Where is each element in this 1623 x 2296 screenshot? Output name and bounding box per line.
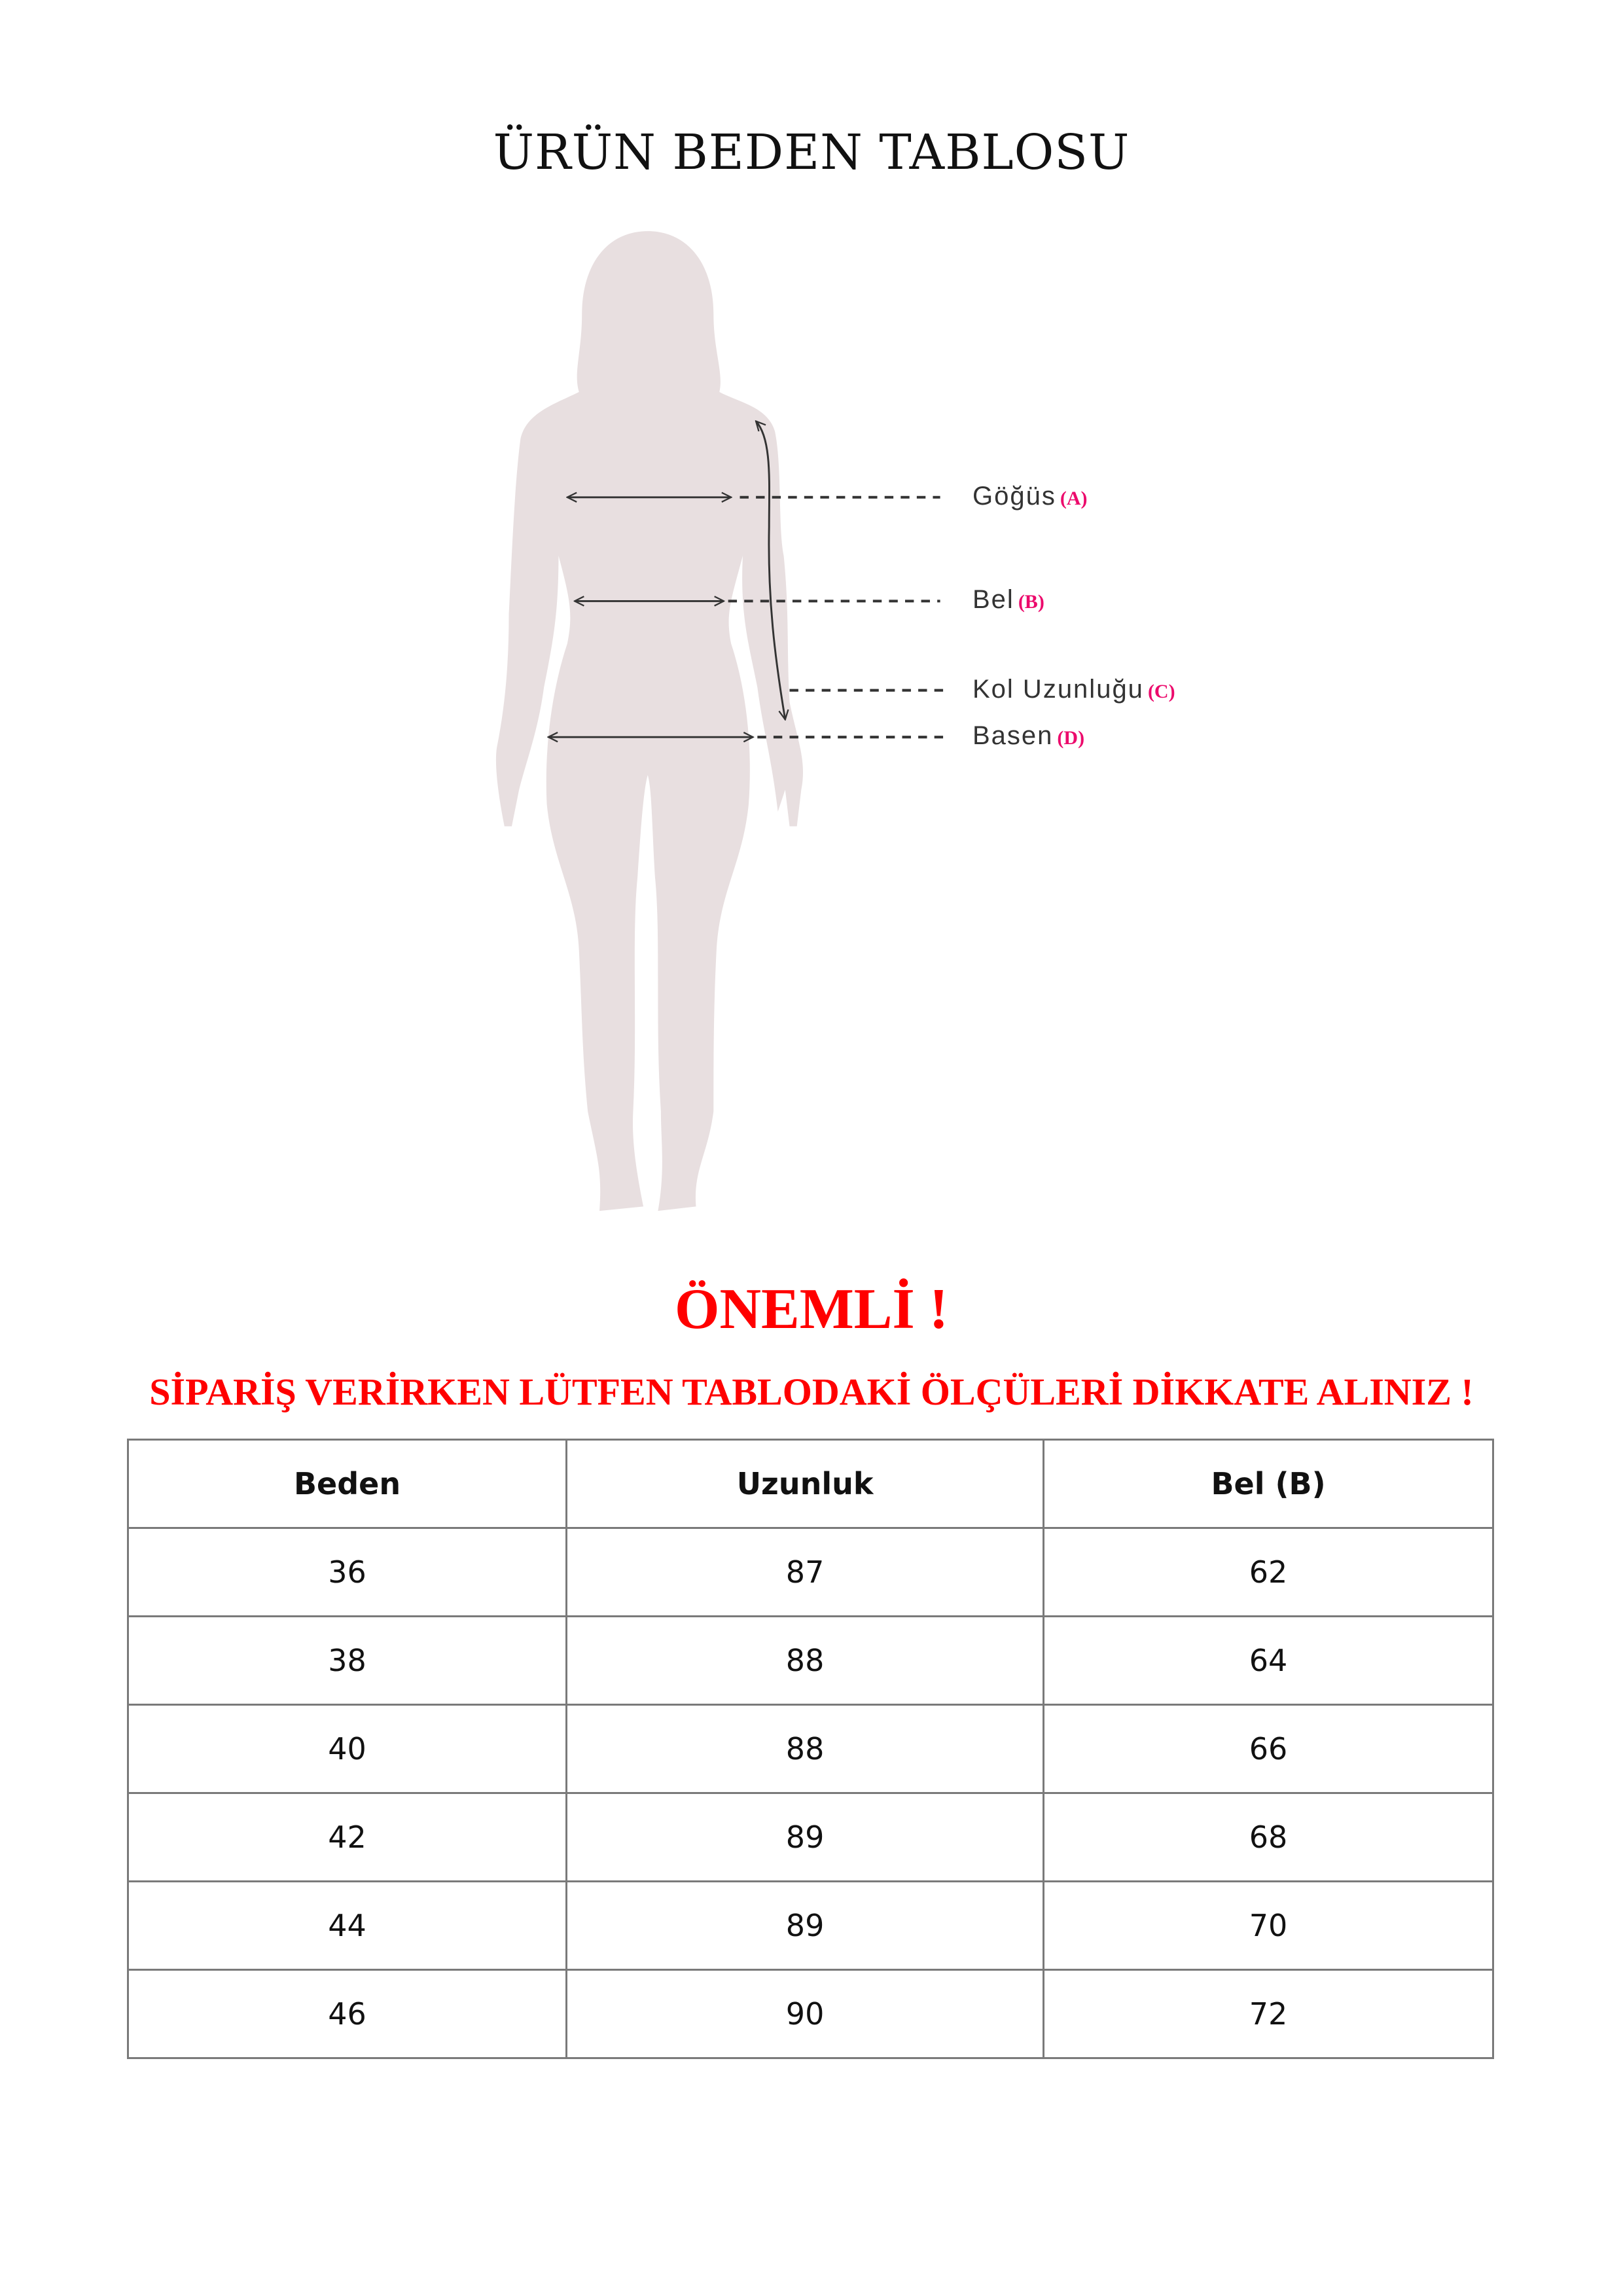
cell-waist: 62 xyxy=(1043,1527,1494,1617)
cell-length: 88 xyxy=(565,1615,1045,1706)
cell-size: 42 xyxy=(126,1792,568,1882)
cell-waist: 64 xyxy=(1043,1615,1494,1706)
table-row: 44 89 70 xyxy=(126,1880,1494,1971)
cell-length: 90 xyxy=(565,1969,1045,2059)
cell-size: 40 xyxy=(126,1704,568,1794)
cell-size: 44 xyxy=(126,1880,568,1971)
header-length: Uzunluk xyxy=(565,1439,1045,1529)
table-row: 38 88 64 xyxy=(126,1615,1494,1706)
cell-size: 46 xyxy=(126,1969,568,2059)
body-silhouette xyxy=(495,231,804,1211)
table-row: 36 87 62 xyxy=(126,1527,1494,1617)
label-hip: Basen (D) xyxy=(972,721,1085,750)
label-waist: Bel (B) xyxy=(972,585,1044,614)
cell-size: 38 xyxy=(126,1615,568,1706)
header-waist: Bel (B) xyxy=(1043,1439,1494,1529)
table-row: 46 90 72 xyxy=(126,1969,1494,2059)
header-size: Beden xyxy=(126,1439,568,1529)
cell-length: 88 xyxy=(565,1704,1045,1794)
page-title: ÜRÜN BEDEN TABLOSU xyxy=(493,124,1130,181)
cell-waist: 68 xyxy=(1043,1792,1494,1882)
cell-length: 87 xyxy=(565,1527,1045,1617)
guide-lines xyxy=(728,495,948,739)
cell-length: 89 xyxy=(565,1792,1045,1882)
table-row: 40 88 66 xyxy=(126,1704,1494,1794)
table-header-row: Beden Uzunluk Bel (B) xyxy=(126,1439,1494,1529)
size-table: Beden Uzunluk Bel (B) 36 87 62 38 88 64 40 88… xyxy=(126,1439,1494,2059)
cell-size: 36 xyxy=(126,1527,568,1617)
cell-waist: 72 xyxy=(1043,1969,1494,2059)
cell-waist: 66 xyxy=(1043,1704,1494,1794)
label-sleeve-length: Kol Uzunluğu (C) xyxy=(972,675,1175,704)
cell-waist: 70 xyxy=(1043,1880,1494,1971)
sleeve-arrow xyxy=(756,422,785,720)
cell-length: 89 xyxy=(565,1880,1045,1971)
warning-heading: ÖNEMLİ ! xyxy=(675,1278,948,1341)
table-row: 42 89 68 xyxy=(126,1792,1494,1882)
warning-message: SİPARİŞ VERİRKEN LÜTFEN TABLODAKİ ÖLÇÜLE… xyxy=(149,1371,1474,1413)
label-chest: Göğüs (A) xyxy=(972,482,1088,511)
